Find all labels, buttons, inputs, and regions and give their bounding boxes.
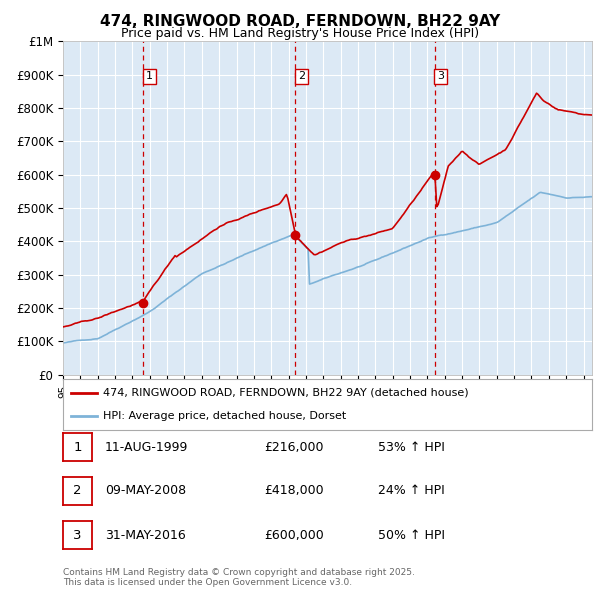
Text: 474, RINGWOOD ROAD, FERNDOWN, BH22 9AY: 474, RINGWOOD ROAD, FERNDOWN, BH22 9AY (100, 14, 500, 29)
Text: 53% ↑ HPI: 53% ↑ HPI (378, 441, 445, 454)
Text: Contains HM Land Registry data © Crown copyright and database right 2025.
This d: Contains HM Land Registry data © Crown c… (63, 568, 415, 587)
Text: 09-MAY-2008: 09-MAY-2008 (105, 484, 186, 497)
Text: Price paid vs. HM Land Registry's House Price Index (HPI): Price paid vs. HM Land Registry's House … (121, 27, 479, 40)
Text: HPI: Average price, detached house, Dorset: HPI: Average price, detached house, Dors… (103, 411, 346, 421)
Text: 11-AUG-1999: 11-AUG-1999 (105, 441, 188, 454)
Text: 1: 1 (146, 71, 153, 81)
Text: 24% ↑ HPI: 24% ↑ HPI (378, 484, 445, 497)
Text: 3: 3 (437, 71, 444, 81)
Text: 31-MAY-2016: 31-MAY-2016 (105, 529, 186, 542)
Text: 2: 2 (73, 484, 82, 497)
Text: 1: 1 (73, 441, 82, 454)
Text: £600,000: £600,000 (264, 529, 324, 542)
Text: £418,000: £418,000 (264, 484, 323, 497)
Text: 474, RINGWOOD ROAD, FERNDOWN, BH22 9AY (detached house): 474, RINGWOOD ROAD, FERNDOWN, BH22 9AY (… (103, 388, 469, 398)
Text: 50% ↑ HPI: 50% ↑ HPI (378, 529, 445, 542)
Text: 3: 3 (73, 529, 82, 542)
Text: 2: 2 (298, 71, 305, 81)
Text: £216,000: £216,000 (264, 441, 323, 454)
